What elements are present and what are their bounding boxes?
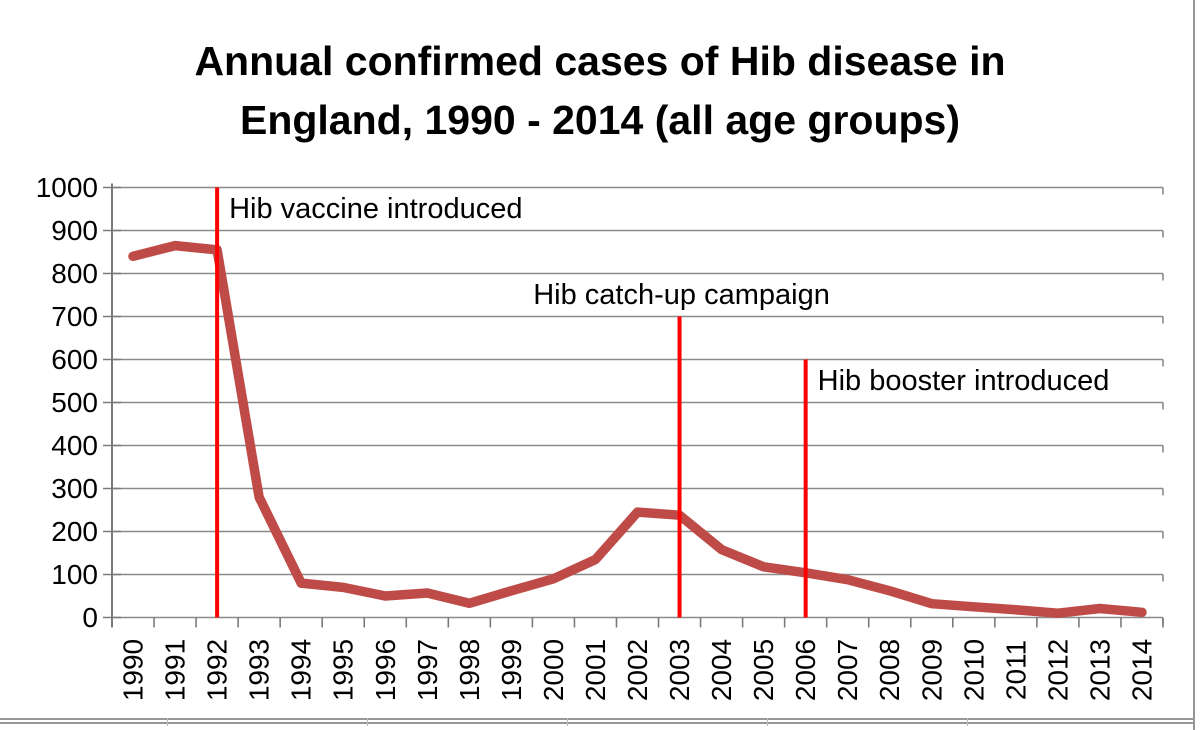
y-tick-label: 500 bbox=[51, 387, 98, 418]
x-tick-label: 2003 bbox=[664, 639, 695, 701]
x-tick-label: 1994 bbox=[286, 639, 317, 701]
table-column-divider bbox=[367, 718, 368, 726]
x-tick-label: 2005 bbox=[748, 639, 779, 701]
y-tick-label: 700 bbox=[51, 301, 98, 332]
table-top-border-line-1 bbox=[0, 718, 1195, 720]
x-tick-label: 2008 bbox=[874, 639, 905, 701]
x-tick-label: 2001 bbox=[580, 639, 611, 701]
annotation-label: Hib booster introduced bbox=[818, 365, 1110, 397]
x-tick-label: 1991 bbox=[160, 639, 191, 701]
table-column-divider bbox=[767, 718, 768, 726]
x-tick-label: 2002 bbox=[622, 639, 653, 701]
y-tick-label: 0 bbox=[82, 602, 98, 633]
x-tick-label: 1995 bbox=[328, 639, 359, 701]
table-column-divider bbox=[967, 718, 968, 726]
annotation-label: Hib vaccine introduced bbox=[229, 193, 522, 225]
x-tick-label: 1996 bbox=[370, 639, 401, 701]
x-tick-label: 2007 bbox=[832, 639, 863, 701]
x-tick-label: 1993 bbox=[244, 639, 275, 701]
series-line bbox=[128, 240, 1147, 618]
x-tick-label: 2000 bbox=[538, 639, 569, 701]
x-tick-label: 2004 bbox=[706, 639, 737, 701]
x-tick-label: 2014 bbox=[1126, 639, 1157, 701]
annotation-label: Hib catch-up campaign bbox=[533, 279, 830, 311]
y-tick-label: 900 bbox=[51, 215, 98, 246]
x-tick-label: 2013 bbox=[1084, 639, 1115, 701]
x-tick-label: 2009 bbox=[916, 639, 947, 701]
x-tick-label: 2011 bbox=[1000, 640, 1031, 700]
chart-title-line-1: Annual confirmed cases of Hib disease in bbox=[194, 38, 1005, 84]
y-tick-label: 1000 bbox=[36, 172, 98, 203]
chart-title-line-2: England, 1990 - 2014 (all age groups) bbox=[240, 97, 960, 143]
page-right-border bbox=[1193, 0, 1195, 730]
table-top-border-line-2 bbox=[0, 722, 1195, 724]
y-tick-label: 800 bbox=[51, 258, 98, 289]
y-tick-label: 200 bbox=[51, 516, 98, 547]
table-column-divider bbox=[567, 718, 568, 726]
y-tick-label: 600 bbox=[51, 344, 98, 375]
x-tick-label: 2010 bbox=[958, 639, 989, 701]
x-tick-label: 1998 bbox=[454, 639, 485, 701]
x-tick-label: 2006 bbox=[790, 639, 821, 701]
x-tick-label: 2012 bbox=[1042, 639, 1073, 701]
y-tick-label: 400 bbox=[51, 430, 98, 461]
x-tick-label: 1997 bbox=[412, 639, 443, 701]
x-tick-label: 1999 bbox=[496, 639, 527, 701]
y-tick-label: 100 bbox=[51, 559, 98, 590]
x-tick-label: 1992 bbox=[202, 639, 233, 701]
x-tick-label: 1990 bbox=[118, 639, 149, 701]
y-tick-label: 300 bbox=[51, 473, 98, 504]
table-column-divider bbox=[167, 718, 168, 726]
